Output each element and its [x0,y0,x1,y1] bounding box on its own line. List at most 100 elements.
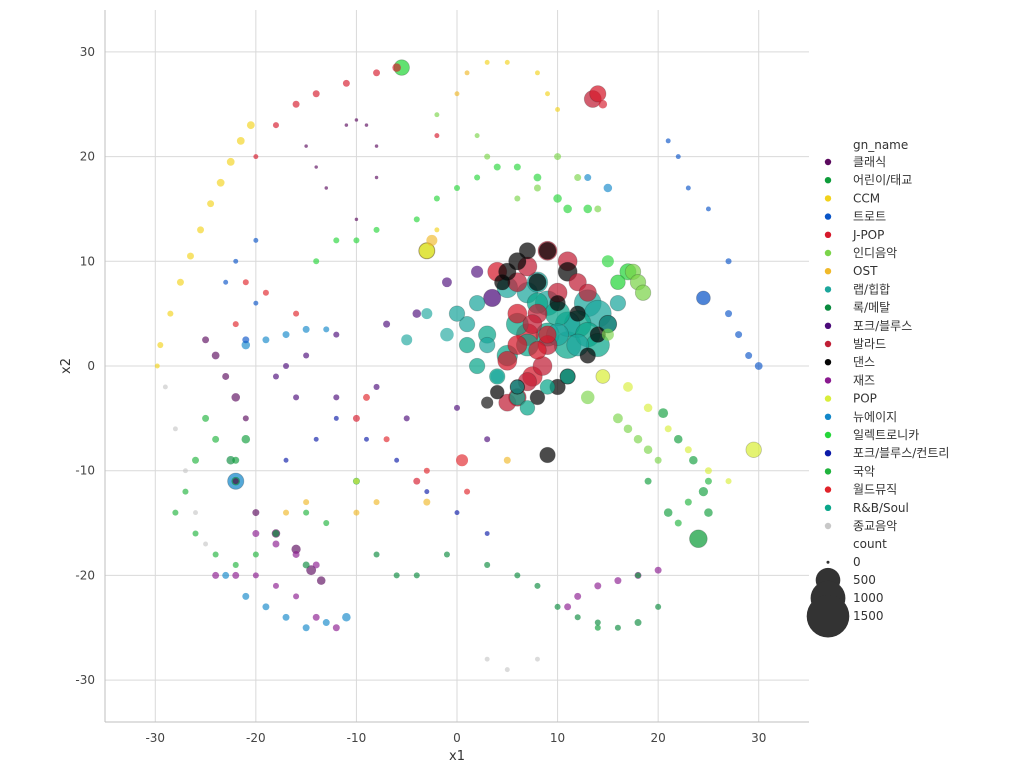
data-point [324,186,328,190]
x-tick-label: 10 [550,731,565,745]
data-point [684,498,692,506]
legend-marker [824,231,832,238]
data-point [333,415,339,421]
data-point [241,340,251,350]
data-point [456,454,469,467]
legend-label: 랩/힙합 [853,282,890,296]
data-point [303,352,310,359]
data-point [545,91,550,97]
data-point [704,508,713,517]
data-point [192,530,199,537]
legend-marker [824,286,832,293]
legend-label: 뉴에이지 [853,410,897,424]
data-point [595,369,611,384]
data-point [172,426,178,432]
x-axis-title: x1 [449,749,465,764]
data-point [574,174,582,182]
data-point [735,331,743,339]
data-point [454,510,460,516]
data-point [434,133,440,139]
legend-label: 트로트 [853,210,886,224]
data-point [534,582,541,589]
legend-label: R&B/Soul [853,501,909,515]
data-point [635,572,642,579]
data-point [176,278,184,286]
legend-label: POP [853,392,877,406]
data-point [522,314,543,335]
data-point [353,509,360,516]
data-point [383,436,390,443]
data-point [421,308,433,320]
data-point [564,603,572,611]
data-point [594,619,601,626]
data-point [272,373,279,380]
data-point [216,178,225,187]
data-point [373,69,381,77]
data-point [725,258,732,265]
data-point [513,163,521,171]
data-point [242,336,250,344]
data-point [293,593,300,600]
data-point [471,265,484,278]
data-point [464,488,471,495]
data-point [252,572,259,579]
data-point [413,477,421,485]
data-point [574,592,582,600]
data-point [478,336,496,354]
x-tick-label: 20 [651,731,666,745]
data-point [241,435,251,444]
data-point [272,530,280,538]
data-point [262,603,270,611]
data-point [583,204,593,214]
data-point [283,457,289,463]
data-point [533,184,541,192]
data-point [313,436,319,442]
data-point [182,468,188,474]
data-point [539,379,556,395]
data-point [674,519,682,527]
data-point [484,531,490,536]
data-point [474,174,481,181]
data-point [614,577,622,585]
data-point [394,457,400,463]
data-point [689,455,698,465]
data-point [231,393,241,402]
data-point [579,347,596,364]
data-point [663,508,673,517]
data-point [534,656,540,662]
data-point [252,530,260,538]
x-tick-label: 30 [751,731,766,745]
data-point [302,325,310,333]
data-point [434,227,440,233]
data-point [412,309,422,318]
data-point [232,571,240,579]
data-point [443,551,450,558]
data-point [553,194,562,203]
legend-marker [824,195,832,202]
data-point [293,394,300,401]
data-point [283,362,290,370]
legend-size-label: 0 [853,555,861,569]
data-point [539,446,556,464]
data-point [603,183,613,193]
data-point [464,70,470,76]
data-point [538,325,557,344]
legend-size-title: count [853,537,887,551]
data-point [453,184,461,192]
data-point [413,572,420,579]
legend-marker [824,177,832,184]
data-point [534,70,540,76]
data-point [374,175,379,180]
data-point [698,487,709,497]
data-point [554,603,561,610]
data-point [246,121,255,130]
legend-label: 포크/블루스 [853,319,912,333]
data-point [481,396,494,409]
data-point [484,153,491,160]
x-tick-label: 0 [453,731,461,745]
data-point [623,424,633,434]
data-point [529,389,546,406]
data-point [292,100,300,108]
data-point [424,489,430,495]
data-point [704,477,712,485]
